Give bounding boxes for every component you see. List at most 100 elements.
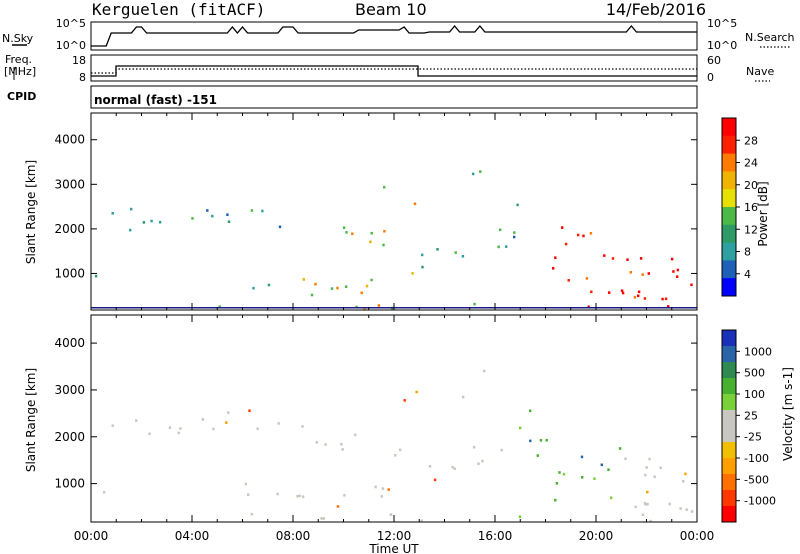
power-echo — [643, 297, 647, 300]
power-echo — [471, 172, 475, 176]
beam-title: Beam 10 — [355, 0, 427, 19]
velocity-echo — [387, 488, 390, 491]
power-echo — [587, 305, 590, 309]
power-echo — [211, 214, 214, 218]
colorbar-segment — [722, 153, 736, 172]
power-yticks: 4000 3000 2000 1000 — [54, 133, 697, 280]
velocity-echo — [529, 439, 532, 443]
velocity-echo — [607, 468, 610, 471]
power-echo — [158, 220, 162, 224]
xtick-label: 00:00 — [680, 529, 715, 543]
velocity-echo — [394, 454, 397, 457]
power-echo — [513, 231, 516, 234]
velocity-echo — [315, 441, 318, 444]
power-echo — [554, 256, 557, 259]
power-echo — [611, 257, 615, 260]
velocity-echo — [248, 409, 251, 412]
colorbar-tick-label: 12 — [744, 223, 758, 236]
power-echo — [413, 202, 417, 206]
power-colorbar: 28 24 20 16 12 8 4 — [721, 117, 758, 297]
colorbar-segment — [722, 346, 736, 363]
power-echo — [142, 221, 146, 224]
xtick-label: 00:00 — [74, 529, 109, 543]
velocity-echo — [645, 466, 648, 469]
xtick-label: 20:00 — [579, 529, 614, 543]
velocity-ylabel: Slant Range [km] — [24, 368, 38, 472]
power-echo — [310, 293, 314, 297]
power-echo — [191, 217, 194, 220]
velocity-echo — [483, 369, 486, 373]
velocity-echo — [646, 502, 649, 506]
power-echo — [377, 304, 381, 307]
velocity-echo — [581, 476, 584, 479]
colorbar-tick-label: -25 — [744, 431, 762, 444]
freq-panel: Freq. [MHz] CPID 18 8 60 0 Nave — [4, 53, 774, 103]
velocity-echo — [428, 465, 432, 468]
colorbar-tick-label: 16 — [744, 201, 758, 214]
power-echo — [664, 297, 668, 301]
nsky-tick-bottom: 10^0 — [56, 39, 86, 52]
colorbar-tick-label: 8 — [744, 246, 751, 259]
velocity-echo — [415, 390, 418, 394]
velocity-echo — [679, 507, 682, 510]
power-echo — [345, 231, 348, 234]
velocity-echo — [148, 432, 151, 436]
power-echo — [369, 240, 372, 244]
velocity-echo — [634, 505, 637, 509]
freq-trace — [91, 65, 697, 77]
velocity-echo — [618, 447, 622, 450]
power-echo — [639, 257, 643, 260]
power-echo — [267, 283, 271, 287]
velocity-echo — [682, 480, 685, 483]
velocity-echo — [343, 494, 346, 497]
power-echo — [633, 296, 637, 299]
velocity-echo — [250, 512, 254, 516]
power-echo — [370, 231, 373, 235]
power-echo — [641, 273, 644, 276]
velocity-echo — [477, 462, 480, 465]
power-xticks — [90, 113, 698, 310]
velocity-echo — [398, 448, 402, 452]
cpid-label: CPID — [7, 90, 36, 103]
colorbar-tick-label: 24 — [744, 157, 758, 170]
colorbar-segment — [722, 118, 736, 137]
nsky-trace — [91, 24, 697, 47]
colorbar-tick-label: 25 — [744, 409, 758, 422]
ytick-label: 1000 — [54, 266, 85, 280]
ytick-label: 2000 — [54, 222, 85, 236]
nave-trace — [91, 68, 697, 74]
ytick-label: 4000 — [54, 133, 85, 147]
nsky-panel: N.Sky 10^5 10^0 10^5 10^0 N.Search — [2, 17, 795, 52]
power-echo — [383, 185, 386, 189]
ytick-label: 3000 — [54, 177, 85, 191]
colorbar-tick-label: 20 — [744, 179, 758, 192]
power-echo — [626, 258, 629, 261]
colorbar-segment — [722, 278, 736, 297]
power-echo — [505, 245, 508, 248]
power-echo — [603, 254, 606, 257]
velocity-echo — [380, 495, 383, 498]
velocity-echo — [644, 503, 647, 506]
velocity-frame — [90, 314, 698, 523]
power-echo — [383, 229, 386, 233]
velocity-echo — [580, 455, 584, 459]
velocity-echo — [600, 463, 603, 467]
velocity-echo — [519, 426, 522, 430]
power-echo — [454, 251, 457, 254]
power-echo — [497, 245, 500, 249]
velocity-echo — [648, 457, 651, 461]
power-echo — [590, 290, 593, 294]
nave-label: Nave — [746, 65, 774, 78]
velocity-echo — [201, 418, 204, 421]
power-echo — [513, 235, 516, 239]
power-echo — [608, 291, 611, 294]
velocity-echo — [389, 513, 392, 516]
velocity-echo — [322, 517, 325, 520]
velocity-echo — [500, 448, 503, 452]
velocity-echo — [539, 439, 543, 442]
colorbar-segment — [722, 378, 736, 395]
power-echo — [129, 228, 132, 232]
power-echo — [564, 242, 568, 246]
power-echo — [629, 271, 632, 274]
